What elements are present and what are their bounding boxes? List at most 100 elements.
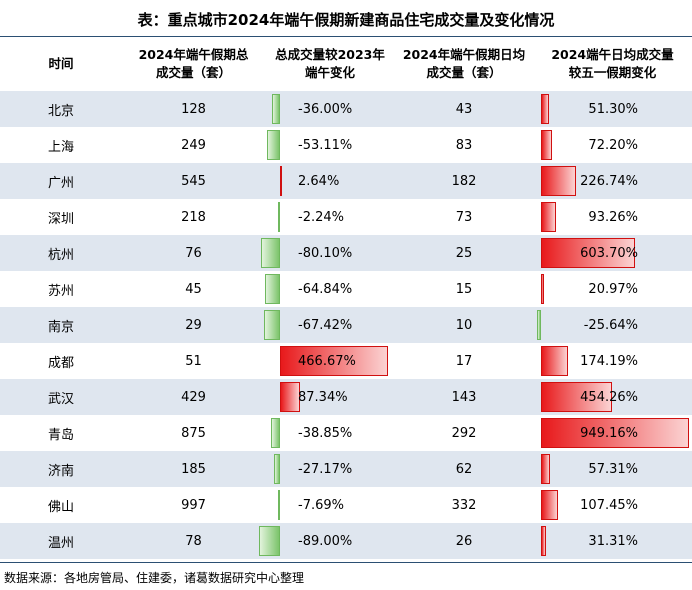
change-mayday-bar — [541, 274, 545, 304]
daily-cell: 62 — [455, 461, 473, 477]
change-mayday-bar — [541, 166, 577, 196]
col-header-total: 2024年端午假期总 成交量（套） — [138, 47, 249, 80]
change-mayday-value: 454.26% — [580, 389, 638, 405]
daily-cell: 292 — [451, 425, 477, 441]
daily-cell: 25 — [455, 245, 473, 261]
table-row: 北京 128 43 -36.00% 51.30% — [0, 91, 692, 127]
total-cell: 128 — [181, 101, 206, 117]
table-row: 成都 51 17 466.67% 174.19% — [0, 343, 692, 379]
city-cell: 佛山 — [47, 499, 74, 515]
source-note: 数据来源：各地房管局、住建委，诸葛数据研究中心整理 — [4, 571, 305, 585]
total-cell: 997 — [181, 497, 206, 513]
change-mayday-bar — [541, 94, 549, 124]
col-header-time: 时间 — [48, 56, 74, 71]
change-2023-value: -67.42% — [298, 317, 353, 333]
city-cell: 南京 — [47, 319, 74, 335]
change-mayday-bar — [541, 238, 636, 268]
city-cell: 广州 — [47, 175, 74, 191]
change-2023-bar — [280, 166, 282, 196]
change-mayday-bar — [541, 382, 612, 412]
daily-cell: 26 — [455, 533, 473, 549]
city-cell: 武汉 — [47, 391, 74, 407]
change-mayday-bar — [541, 202, 556, 232]
change-2023-bar — [267, 130, 280, 160]
table-row: 苏州 45 15 -64.84% 20.97% — [0, 271, 692, 307]
daily-cell: 143 — [451, 389, 477, 405]
change-mayday-bar — [541, 346, 569, 376]
change-2023-bar — [280, 382, 301, 412]
table-row: 青岛 875 292 -38.85% 949.16% — [0, 415, 692, 451]
change-2023-value: -80.10% — [298, 245, 353, 261]
change-2023-bar — [259, 526, 280, 556]
change-mayday-bar — [541, 130, 553, 160]
change-2023-bar — [280, 346, 388, 376]
total-cell: 545 — [181, 173, 206, 189]
change-mayday-bar — [541, 418, 689, 448]
change-mayday-bar — [541, 490, 558, 520]
daily-cell: 332 — [451, 497, 477, 513]
daily-cell: 17 — [455, 353, 473, 369]
total-cell: 429 — [181, 389, 206, 405]
city-cell: 深圳 — [47, 211, 74, 227]
total-cell: 218 — [181, 209, 206, 225]
change-2023-value: -89.00% — [298, 533, 353, 549]
total-cell: 45 — [185, 281, 202, 297]
change-2023-value: -27.17% — [298, 461, 353, 477]
table-header: 时间 2024年端午假期总 成交量（套） 总成交量较2023年 端午变化 2024年端… — [0, 37, 692, 91]
change-mayday-value: 226.74% — [580, 173, 638, 189]
city-cell: 上海 — [47, 139, 74, 155]
total-cell: 51 — [185, 353, 202, 369]
change-mayday-value: 603.70% — [580, 245, 638, 261]
change-mayday-value: 51.30% — [588, 101, 638, 117]
change-2023-bar — [270, 418, 280, 448]
city-cell: 杭州 — [47, 247, 74, 263]
change-2023-bar — [261, 238, 280, 268]
change-2023-value: -38.85% — [298, 425, 353, 441]
change-2023-bar — [278, 490, 280, 520]
city-cell: 成都 — [47, 355, 74, 371]
change-2023-bar — [264, 274, 280, 304]
change-mayday-value: 20.97% — [588, 281, 638, 297]
daily-cell: 43 — [455, 101, 473, 117]
city-cell: 温州 — [47, 535, 74, 551]
table-row: 济南 185 62 -27.17% 57.31% — [0, 451, 692, 487]
change-mayday-value: 107.45% — [580, 497, 638, 513]
total-cell: 76 — [185, 245, 202, 261]
change-mayday-bar — [537, 310, 541, 340]
chart-title: 表：重点城市2024年端午假期新建商品住宅成交量及变化情况 — [137, 11, 555, 29]
table-row: 武汉 429 143 87.34% 454.26% — [0, 379, 692, 415]
change-2023-value: -2.24% — [298, 209, 344, 225]
total-cell: 185 — [181, 461, 206, 477]
change-mayday-bar — [541, 526, 546, 556]
daily-cell: 10 — [455, 317, 473, 333]
change-2023-value: -64.84% — [298, 281, 353, 297]
table-row: 深圳 218 73 -2.24% 93.26% — [0, 199, 692, 235]
change-2023-value: 87.34% — [298, 389, 348, 405]
change-2023-bar — [273, 454, 280, 484]
city-cell: 济南 — [47, 463, 74, 479]
table-row: 上海 249 83 -53.11% 72.20% — [0, 127, 692, 163]
daily-cell: 73 — [455, 209, 473, 225]
daily-cell: 83 — [455, 137, 473, 153]
city-cell: 北京 — [47, 103, 74, 119]
table-row: 杭州 76 25 -80.10% 603.70% — [0, 235, 692, 271]
change-2023-value: -7.69% — [298, 497, 344, 513]
change-2023-value: -53.11% — [298, 137, 353, 153]
change-2023-bar — [264, 310, 280, 340]
change-mayday-value: -25.64% — [583, 317, 638, 333]
total-cell: 249 — [181, 137, 206, 153]
daily-cell: 182 — [451, 173, 477, 189]
change-2023-value: 466.67% — [298, 353, 356, 369]
change-mayday-bar — [541, 454, 550, 484]
change-mayday-value: 72.20% — [588, 137, 638, 153]
change-2023-bar — [278, 202, 280, 232]
change-2023-value: 2.64% — [298, 173, 340, 189]
change-mayday-value: 949.16% — [580, 425, 638, 441]
table-row: 温州 78 26 -89.00% 31.31% — [0, 523, 692, 559]
change-mayday-value: 93.26% — [588, 209, 638, 225]
change-2023-bar — [271, 94, 280, 124]
data-table: 时间 2024年端午假期总 成交量（套） 总成交量较2023年 端午变化 2024年端… — [0, 36, 692, 563]
table-row: 广州 545 182 2.64% 226.74% — [0, 163, 692, 199]
total-cell: 78 — [185, 533, 202, 549]
city-cell: 苏州 — [47, 283, 74, 299]
